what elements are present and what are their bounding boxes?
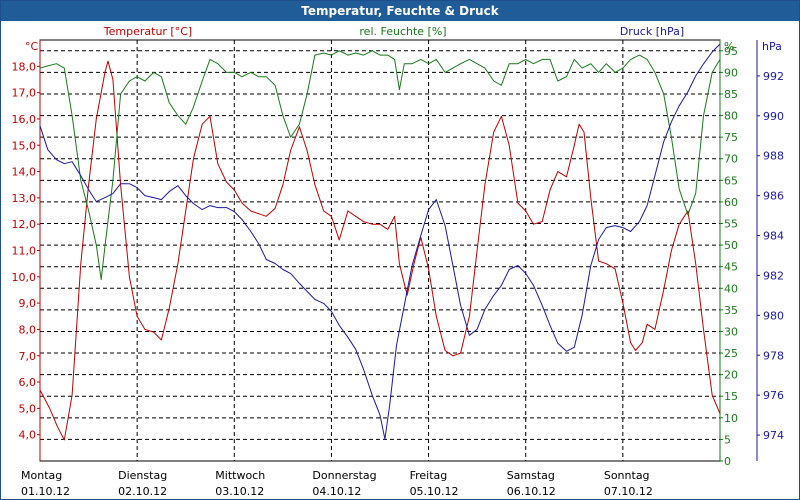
plot-frame	[39, 39, 721, 462]
humidity-tick-label: 20	[724, 369, 738, 382]
day-label: Sonntag	[604, 469, 650, 482]
humidity-tick-label: 5	[724, 433, 731, 446]
humidity-legend-label: rel. Feuchte [%]	[359, 25, 446, 38]
day-label: Samstag	[507, 469, 555, 482]
temperature-tick-label: 14,0	[12, 166, 37, 179]
pressure-tick-label: 984	[763, 230, 784, 243]
temperature-tick-label: 6,0	[19, 376, 37, 389]
pressure-tick-label: 990	[763, 110, 784, 123]
humidity-tick-label: 60	[724, 196, 738, 209]
pressure-tick-label: 978	[763, 349, 784, 362]
day-label: Freitag	[410, 469, 448, 482]
pressure-tick-label: 988	[763, 150, 784, 163]
date-label: 01.10.12	[21, 485, 70, 498]
date-label: 04.10.12	[312, 485, 361, 498]
date-label: 05.10.12	[410, 485, 459, 498]
humidity-tick-label: 70	[724, 153, 738, 166]
pressure-tick-label: 976	[763, 389, 784, 402]
pressure-unit-label: hPa	[762, 40, 782, 53]
temperature-tick-label: 5,0	[19, 402, 37, 415]
day-label: Montag	[21, 469, 62, 482]
humidity-unit-label: %	[724, 40, 734, 53]
humidity-tick-label: 0	[724, 455, 731, 468]
temperature-tick-label: 13,0	[12, 192, 37, 205]
pressure-tick-label: 986	[763, 190, 784, 203]
pressure-legend-label: Druck [hPa]	[620, 25, 684, 38]
humidity-tick-label: 30	[724, 325, 738, 338]
date-label: 07.10.12	[604, 485, 653, 498]
temperature-tick-label: 11,0	[12, 245, 37, 258]
temperature-tick-label: 8,0	[19, 323, 37, 336]
humidity-tick-label: 45	[724, 261, 738, 274]
temperature-tick-label: 7,0	[19, 350, 37, 363]
humidity-tick-label: 35	[724, 304, 738, 317]
temperature-tick-label: 16,0	[12, 113, 37, 126]
humidity-tick-label: 40	[724, 282, 738, 295]
humidity-tick-label: 50	[724, 239, 738, 252]
pressure-tick-label: 992	[763, 70, 784, 83]
window-title: Temperatur, Feuchte & Druck	[1, 1, 799, 21]
day-label: Mittwoch	[215, 469, 265, 482]
day-label: Donnerstag	[312, 469, 376, 482]
temperature-tick-label: 17,0	[12, 87, 37, 100]
pressure-tick-label: 980	[763, 309, 784, 322]
day-label: Dienstag	[118, 469, 167, 482]
temperature-unit-label: °C	[25, 40, 39, 53]
pressure-tick-label: 974	[763, 429, 784, 442]
humidity-tick-label: 15	[724, 390, 738, 403]
date-label: 03.10.12	[215, 485, 264, 498]
humidity-series-line	[39, 50, 721, 281]
humidity-tick-label: 55	[724, 218, 738, 231]
humidity-tick-label: 85	[724, 88, 738, 101]
temperature-series-line	[39, 60, 721, 441]
humidity-tick-label: 65	[724, 174, 738, 187]
humidity-tick-label: 75	[724, 131, 738, 144]
temperature-tick-label: 18,0	[12, 60, 37, 73]
humidity-tick-label: 90	[724, 66, 738, 79]
pressure-tick-label: 982	[763, 269, 784, 282]
humidity-tick-label: 80	[724, 110, 738, 123]
temperature-legend-label: Temperatur [°C]	[103, 25, 192, 38]
humidity-tick-label: 25	[724, 347, 738, 360]
temperature-tick-label: 15,0	[12, 139, 37, 152]
humidity-tick-label: 95	[724, 45, 738, 58]
pressure-series-line	[39, 43, 721, 440]
date-label: 02.10.12	[118, 485, 167, 498]
temperature-tick-label: 4,0	[19, 429, 37, 442]
temperature-tick-label: 9,0	[19, 297, 37, 310]
humidity-tick-label: 10	[724, 412, 738, 425]
date-label: 06.10.12	[507, 485, 556, 498]
temperature-tick-label: 12,0	[12, 218, 37, 231]
temperature-tick-label: 10,0	[12, 271, 37, 284]
